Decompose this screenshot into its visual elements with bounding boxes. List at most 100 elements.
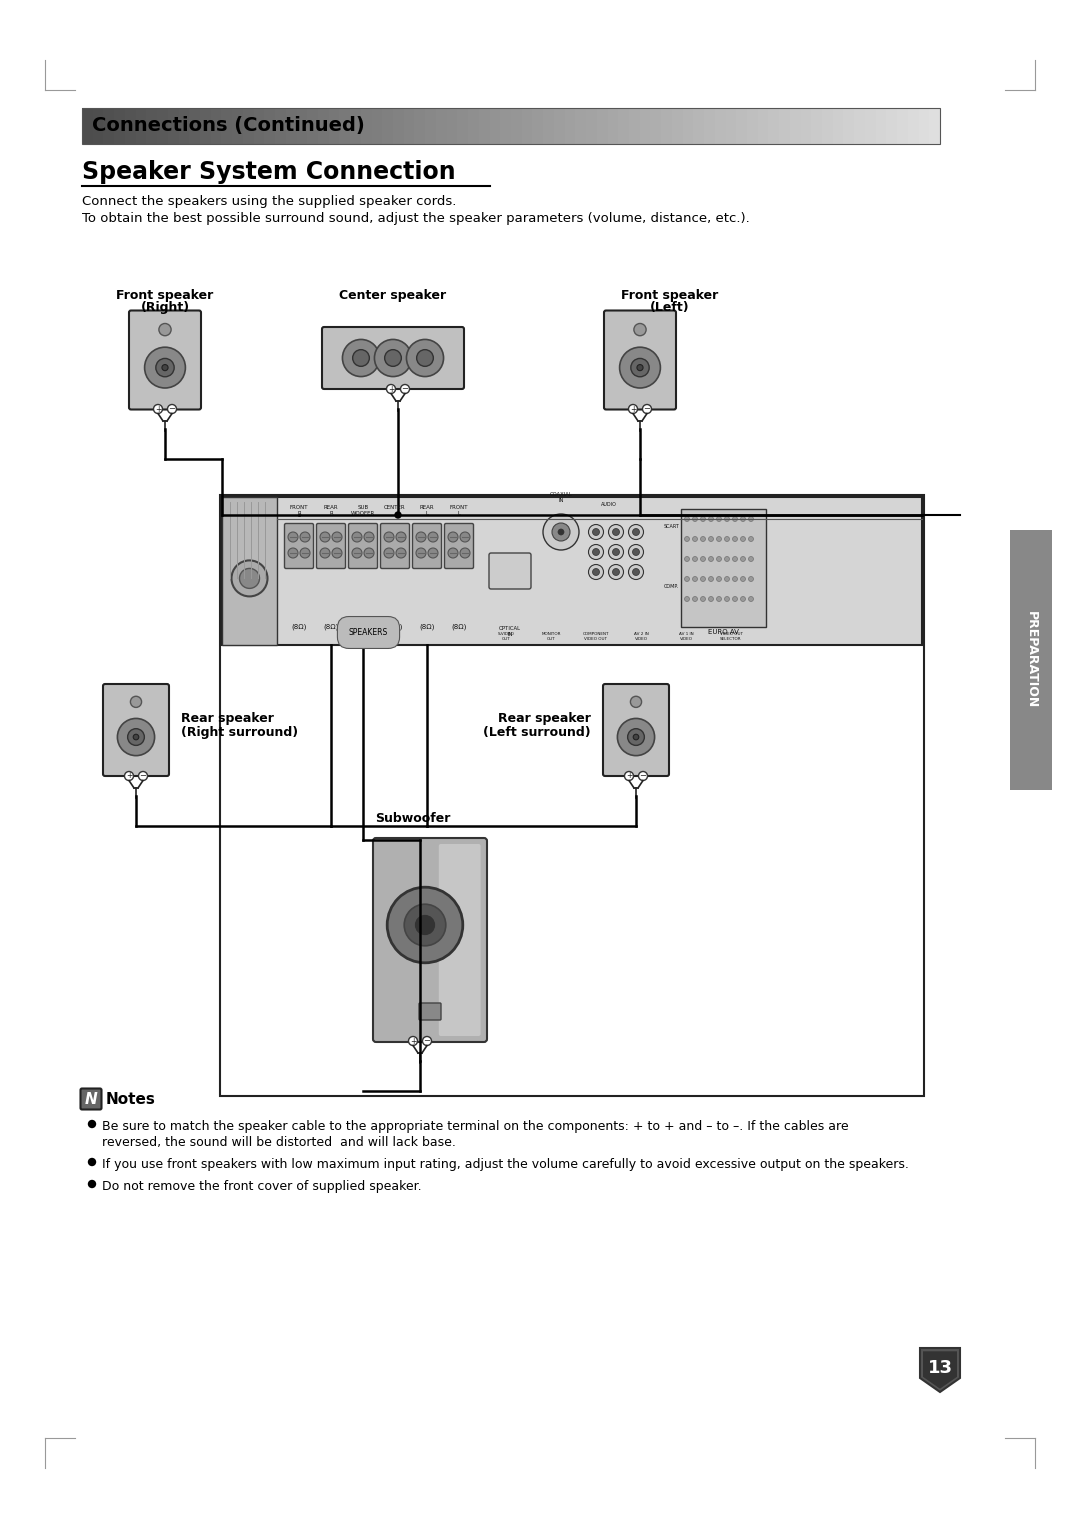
Bar [415, 108, 426, 144]
Circle shape [692, 596, 698, 602]
Bar [404, 108, 415, 144]
Bar [650, 108, 662, 144]
Circle shape [643, 405, 651, 414]
Circle shape [401, 385, 409, 394]
Circle shape [634, 324, 646, 336]
Text: +: + [125, 772, 132, 781]
Circle shape [708, 596, 714, 602]
Circle shape [364, 549, 374, 558]
Polygon shape [920, 1348, 960, 1392]
Circle shape [612, 529, 620, 535]
Bar [661, 108, 673, 144]
FancyBboxPatch shape [373, 837, 487, 1042]
Circle shape [638, 772, 648, 781]
Bar [597, 108, 608, 144]
Circle shape [589, 544, 604, 559]
Bar [897, 108, 908, 144]
Text: −: − [423, 1036, 431, 1045]
Bar [672, 108, 684, 144]
Bar [393, 108, 404, 144]
Text: Rear speaker: Rear speaker [181, 712, 274, 724]
Text: SPEAKERS: SPEAKERS [349, 628, 388, 637]
Text: (Right): (Right) [140, 301, 190, 313]
Bar [800, 108, 812, 144]
Bar [500, 108, 512, 144]
Circle shape [725, 576, 729, 582]
Bar [629, 108, 640, 144]
Circle shape [589, 564, 604, 579]
Text: COAXIAL
IN: COAXIAL IN [550, 492, 572, 503]
Bar [737, 108, 747, 144]
FancyBboxPatch shape [316, 524, 346, 568]
FancyBboxPatch shape [445, 524, 473, 568]
Circle shape [629, 405, 637, 414]
Circle shape [608, 544, 623, 559]
Bar [350, 108, 362, 144]
Circle shape [404, 905, 446, 946]
Circle shape [748, 536, 754, 541]
Circle shape [685, 576, 689, 582]
Bar [328, 108, 340, 144]
Text: (8Ω): (8Ω) [292, 623, 307, 630]
Text: −: − [639, 772, 647, 781]
Circle shape [716, 516, 721, 521]
FancyBboxPatch shape [438, 843, 481, 1036]
Circle shape [612, 568, 620, 576]
Circle shape [384, 532, 394, 542]
Text: COMP.: COMP. [664, 584, 679, 588]
Bar [478, 108, 490, 144]
Circle shape [716, 556, 721, 561]
Text: (8Ω): (8Ω) [323, 623, 339, 630]
Circle shape [748, 596, 754, 602]
Circle shape [332, 549, 342, 558]
Circle shape [732, 536, 738, 541]
FancyBboxPatch shape [103, 685, 168, 776]
Bar [693, 108, 704, 144]
Bar [822, 108, 834, 144]
Bar [565, 108, 576, 144]
Bar [436, 108, 447, 144]
Bar [865, 108, 876, 144]
Bar [221, 108, 232, 144]
Circle shape [138, 772, 148, 781]
Bar [93, 108, 104, 144]
Bar [265, 108, 275, 144]
Text: EURO AV: EURO AV [708, 630, 739, 636]
Text: REAR
L: REAR L [420, 504, 434, 516]
Bar [789, 108, 801, 144]
Circle shape [692, 516, 698, 521]
Bar [747, 108, 758, 144]
Circle shape [352, 549, 362, 558]
Bar [554, 108, 565, 144]
Circle shape [320, 532, 330, 542]
Bar [683, 108, 693, 144]
Circle shape [732, 516, 738, 521]
Circle shape [629, 564, 644, 579]
Circle shape [387, 385, 395, 394]
Circle shape [631, 359, 649, 377]
Text: If you use front speakers with low maximum input rating, adjust the volume caref: If you use front speakers with low maxim… [102, 1158, 909, 1170]
Bar [726, 108, 737, 144]
Text: To obtain the best possible surround sound, adjust the speaker parameters (volum: To obtain the best possible surround sou… [82, 212, 750, 225]
Text: +: + [154, 405, 161, 414]
Bar [489, 108, 501, 144]
FancyBboxPatch shape [603, 685, 669, 776]
FancyBboxPatch shape [419, 1002, 441, 1021]
Circle shape [593, 568, 599, 576]
Circle shape [131, 697, 141, 707]
Bar [307, 108, 319, 144]
Circle shape [701, 576, 705, 582]
Text: SCART: SCART [663, 524, 679, 529]
Circle shape [593, 549, 599, 556]
Circle shape [127, 729, 145, 746]
Text: S-VIDEO
OUT: S-VIDEO OUT [498, 633, 514, 642]
Circle shape [416, 915, 434, 935]
Text: Connect the speakers using the supplied speaker cords.: Connect the speakers using the supplied … [82, 196, 457, 208]
Bar [222, 497, 276, 645]
Bar [114, 108, 125, 144]
Bar [779, 108, 791, 144]
Bar [254, 108, 265, 144]
Circle shape [631, 697, 642, 707]
Text: +: + [409, 1036, 416, 1045]
Bar [447, 108, 458, 144]
